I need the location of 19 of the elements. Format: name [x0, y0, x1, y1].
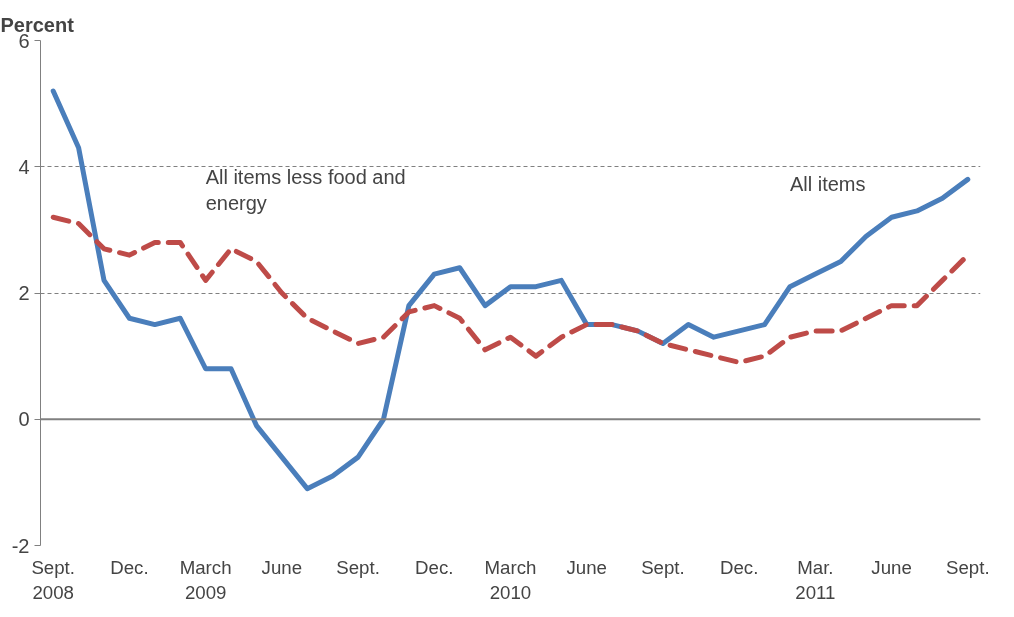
x-tick-label: March 2010 [484, 556, 537, 603]
x-tick-label: June [261, 556, 303, 578]
x-tick-label: June [871, 556, 912, 578]
x-tick-label: Sept. [946, 556, 990, 578]
x-tick-label: Dec. [110, 556, 149, 578]
y-tick-label: 2 [18, 282, 30, 304]
x-tick-label: March 2009 [179, 556, 232, 603]
x-tick-label: Sept. [641, 556, 685, 578]
y-tick-label: 0 [18, 408, 30, 431]
x-tick-label: Dec. [719, 556, 759, 578]
x-tick-label: Dec. [415, 556, 454, 578]
series-label: All items [789, 173, 866, 196]
x-tick-label: Sept. [336, 556, 380, 578]
x-tick-label: June [566, 556, 607, 578]
series-label: All items less food and energy [205, 165, 406, 215]
x-tick-label: Mar. 2011 [795, 556, 836, 603]
y-tick-label: 4 [18, 155, 30, 178]
y-tick-label: -2 [11, 534, 30, 557]
x-tick-label: Sept. 2008 [31, 556, 75, 603]
